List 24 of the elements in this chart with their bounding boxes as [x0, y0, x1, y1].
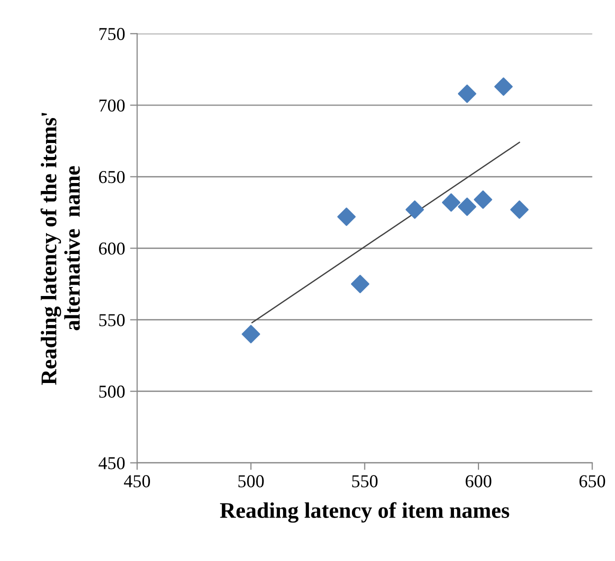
y-tick-label: 600 — [99, 242, 125, 255]
y-tick-label: 550 — [99, 314, 125, 326]
y-tick-label: 500 — [99, 386, 125, 398]
point — [458, 198, 476, 216]
point — [242, 324, 260, 344]
point — [406, 200, 424, 219]
y-tick-label: 650 — [99, 170, 125, 184]
x-tick-label: 600 — [466, 475, 492, 488]
x-tick-label: 500 — [238, 475, 264, 488]
x-tick-label: 450 — [124, 475, 150, 488]
y-tick-label: 700 — [99, 99, 125, 112]
y-tick-label: 450 — [98, 457, 125, 470]
x-tick-label: 550 — [352, 475, 378, 488]
point — [442, 193, 460, 212]
point — [494, 77, 513, 96]
y-axis-title: Reading latency of the items' alternative name — [40, 112, 80, 385]
point — [350, 274, 370, 294]
point — [458, 84, 476, 103]
y-tick-label: 750 — [99, 28, 125, 40]
x-tick-label: 650 — [579, 475, 606, 488]
point — [474, 190, 492, 209]
x-axis-title: Reading latency of item names — [220, 502, 510, 523]
point — [510, 200, 529, 219]
point — [337, 208, 356, 226]
